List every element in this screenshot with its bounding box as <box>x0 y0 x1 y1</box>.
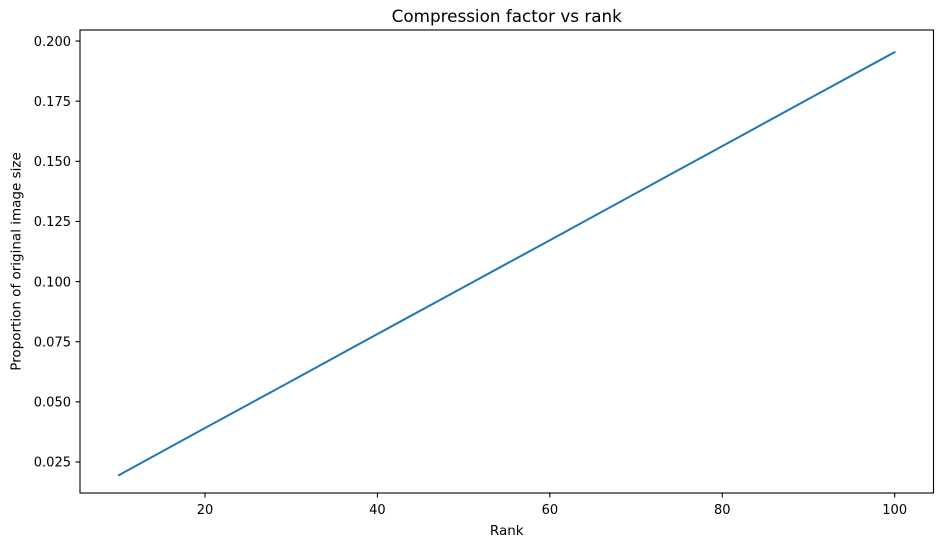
x-tick-label: 80 <box>714 503 731 518</box>
x-tick-label: 60 <box>542 503 559 518</box>
x-tick-label: 100 <box>882 503 907 518</box>
y-tick-label: 0.125 <box>34 215 71 230</box>
x-tick-label: 40 <box>369 503 386 518</box>
x-axis-label: Rank <box>490 523 524 539</box>
data-line <box>117 51 896 477</box>
y-tick-label: 0.200 <box>34 35 71 50</box>
y-tick-label: 0.175 <box>34 95 71 110</box>
x-tick-label: 20 <box>197 503 214 518</box>
y-tick-label: 0.075 <box>34 335 71 350</box>
y-tick-label: 0.050 <box>34 396 71 411</box>
axes-frame <box>79 29 935 494</box>
y-tick-label: 0.025 <box>34 456 71 471</box>
y-tick-label: 0.150 <box>34 155 71 170</box>
plot-area: 20 40 60 80 100 0.025 0.050 0.075 0.100 0.125 0.15… <box>34 29 935 518</box>
y-tick-label: 0.100 <box>34 275 71 290</box>
y-axis-label: Proportion of original image size <box>9 152 25 371</box>
chart-title: Compression factor vs rank <box>392 6 623 26</box>
